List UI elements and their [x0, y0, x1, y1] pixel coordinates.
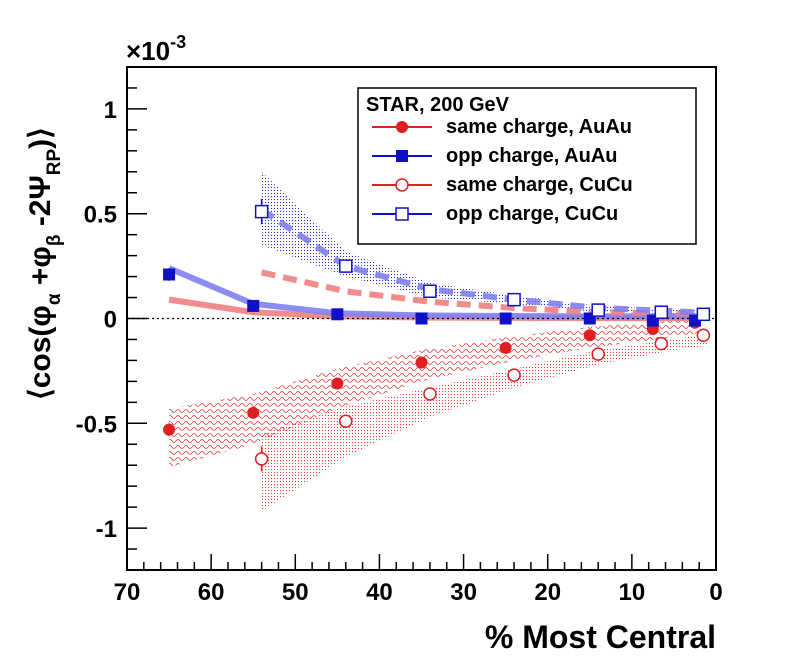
point-marker: [499, 312, 512, 325]
point-marker: [654, 305, 669, 319]
point-marker: [163, 423, 176, 436]
y-axis-ticks: -1 -0.5 0 0.5 1: [76, 66, 147, 571]
y-exponent: ×10-3: [126, 32, 186, 66]
point-marker: [583, 329, 596, 342]
point-marker: [654, 336, 669, 351]
point-marker: [507, 368, 521, 382]
model-curve: [260, 269, 708, 318]
x-tick-label: 60: [198, 579, 225, 606]
point-marker: [507, 292, 521, 307]
point-marker: [499, 341, 512, 354]
point-marker: [591, 347, 605, 361]
point-marker: [396, 150, 408, 162]
legend-title: STAR, 200 GeV: [366, 94, 510, 116]
x-tick-label: 0: [709, 579, 722, 606]
y-tick-label: 0: [104, 307, 117, 334]
x-tick-label: 10: [619, 579, 646, 606]
point-marker: [339, 259, 353, 273]
x-axis-ticks: 70 60 50 40 30 20 10 0: [114, 554, 723, 606]
y-tick-label: -0.5: [76, 411, 117, 438]
data-points: [163, 199, 711, 472]
x-tick-label: 30: [450, 579, 477, 606]
legend-entry-label: same charge, AuAu: [446, 116, 632, 138]
point-marker: [331, 377, 344, 390]
legend: STAR, 200 GeV same charge, AuAu opp charg…: [357, 87, 697, 245]
x-tick-label: 40: [366, 579, 393, 606]
error-band: [169, 318, 700, 468]
point-marker: [423, 284, 437, 299]
point-marker: [395, 178, 409, 192]
error-band: [261, 171, 708, 317]
point-marker: [395, 207, 409, 221]
point-marker: [696, 328, 711, 343]
point-marker: [254, 452, 269, 466]
point-marker: [247, 299, 260, 312]
point-marker: [339, 414, 353, 428]
x-tick-label: 20: [534, 579, 561, 606]
x-tick-label: 50: [282, 579, 309, 606]
x-tick-label: 70: [114, 579, 141, 606]
legend-entry-label: opp charge, AuAu: [446, 145, 617, 167]
y-tick-label: -1: [96, 516, 117, 543]
point-marker: [696, 307, 711, 322]
point-marker: [415, 312, 428, 325]
y-axis-title: ⟨cos(φα +φβ -2ΨRP)⟩: [24, 127, 65, 400]
x-axis-title: % Most Central: [485, 619, 716, 655]
point-marker: [331, 308, 344, 321]
point-marker: [396, 121, 408, 133]
y-tick-label: 0.5: [84, 202, 117, 229]
point-marker: [415, 356, 428, 369]
point-marker: [423, 387, 437, 401]
legend-box: [357, 87, 697, 245]
point-marker: [247, 406, 260, 419]
legend-entry-label: opp charge, CuCu: [446, 203, 618, 225]
legend-entry-label: same charge, CuCu: [446, 174, 633, 196]
point-marker: [163, 268, 176, 281]
point-marker: [591, 303, 605, 317]
point-marker: [254, 204, 269, 219]
y-tick-label: 1: [104, 97, 117, 124]
